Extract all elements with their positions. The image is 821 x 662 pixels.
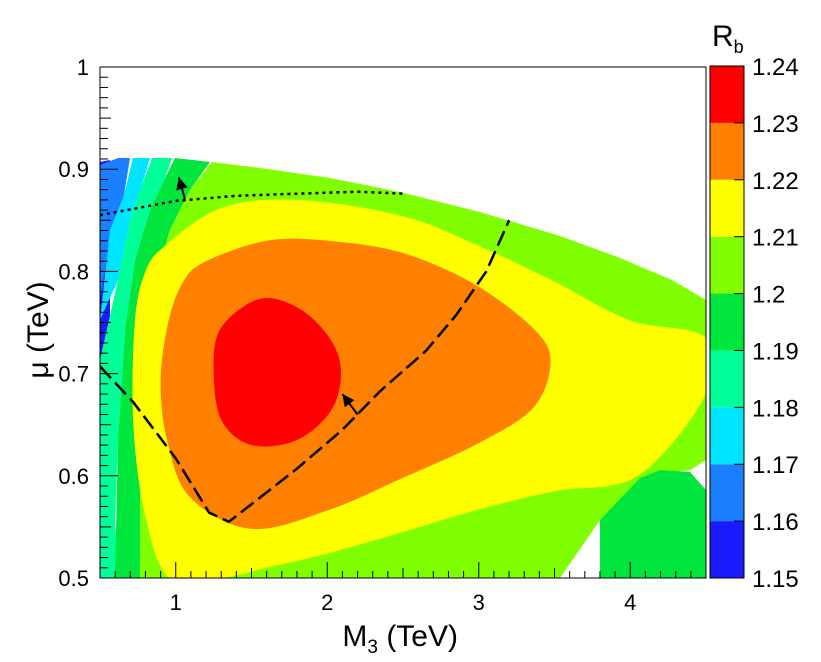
colorbar-swatch — [710, 521, 744, 578]
colorbar-swatch — [710, 293, 744, 351]
colorbar-title: Rb — [712, 20, 744, 57]
y-axis: 0.5 0.6 0.7 0.8 0.9 1 — [58, 55, 118, 591]
colorbar-swatch — [710, 350, 744, 408]
contour-regions — [132, 199, 706, 578]
x-tick-label: 2 — [321, 590, 333, 615]
y-tick-label: 1 — [77, 55, 89, 80]
overlay-curves — [100, 190, 511, 524]
colorbar-tick-label: 1.16 — [752, 509, 799, 536]
colorbar-tick-label: 1.23 — [752, 111, 799, 138]
colorbar-swatch — [710, 236, 744, 294]
colorbar-swatch — [710, 464, 744, 522]
region-1.17-band — [100, 158, 150, 320]
colorbar-tick-label: 1.21 — [752, 225, 799, 252]
colorbar-tick-label: 1.24 — [752, 54, 799, 81]
region-1.18-band — [100, 158, 172, 578]
y-tick-label: 0.5 — [58, 566, 89, 591]
colorbar-swatch — [710, 179, 744, 237]
x-axis: 1 2 3 4 — [99, 562, 707, 615]
region-1.2-corner — [600, 470, 706, 578]
colorbar-swatch — [710, 407, 744, 465]
y-tick-label: 0.8 — [58, 259, 89, 284]
colorbar-tick-label: 1.15 — [752, 566, 799, 593]
overlay-arrows — [176, 177, 359, 416]
colorbar-swatch — [710, 122, 744, 180]
x-tick-label: 4 — [624, 590, 636, 615]
region-1.16-band — [100, 158, 130, 300]
colorbar-swatch — [710, 66, 744, 123]
y-tick-label: 0.7 — [58, 362, 89, 387]
y-tick-label: 0.9 — [58, 157, 89, 182]
arrow-dotted — [176, 177, 188, 200]
x-tick-label: 1 — [170, 590, 182, 615]
colorbar-tick-label: 1.17 — [752, 452, 799, 479]
colorbar-tick-label: 1.18 — [752, 395, 799, 422]
excluded-region — [100, 67, 706, 298]
colorbar-tick-label: 1.2 — [752, 282, 785, 309]
contour-region-1.23 — [213, 297, 342, 447]
dashed-curve — [100, 219, 511, 524]
y-axis-title: μ (TeV) — [22, 281, 55, 378]
x-tick-label: 3 — [473, 590, 485, 615]
colorbar-tick-label: 1.22 — [752, 168, 799, 195]
x-axis-title: M3 (TeV) — [342, 620, 458, 658]
dotted-curve — [100, 190, 404, 217]
colorbar-frame — [709, 65, 745, 579]
y-tick-label: 0.6 — [58, 464, 89, 489]
colorbar: 1.15 1.16 1.17 1.18 1.19 1.2 1.21 1.22 1.23 1.24 — [709, 54, 799, 593]
colorbar-tick-label: 1.19 — [752, 338, 799, 365]
arrow-dashed — [341, 393, 359, 416]
